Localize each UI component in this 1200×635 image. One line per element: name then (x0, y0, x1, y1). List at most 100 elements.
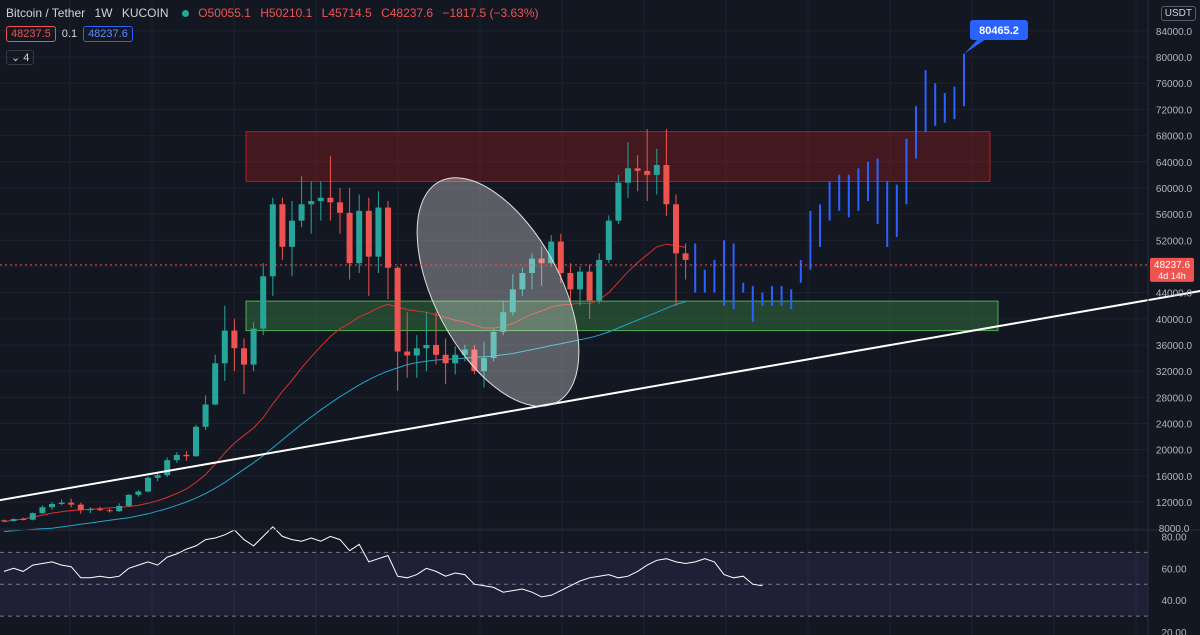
price-axis[interactable]: 84000.0 80000.0 76000.0 72000.0 68000.0 64000… (1147, 0, 1194, 635)
candle-body (327, 197, 334, 203)
price-tick-label: 52000.0 (1156, 236, 1193, 247)
rsi-line (3, 526, 763, 598)
candle-body (375, 207, 382, 257)
candle-body (557, 241, 564, 273)
market-status-icon (181, 9, 189, 17)
candle-body (29, 513, 36, 520)
bid-ask-row: 48237.5 0.1 48237.6 (6, 26, 133, 42)
annotations: 80465.2 (0, 20, 1200, 502)
ema-fast-line (3, 243, 686, 523)
candle-body (221, 330, 228, 364)
rsi-tick-label: 20.00 (1161, 628, 1186, 635)
price-tick-label: 40000.0 (1156, 315, 1193, 326)
candle-body (461, 349, 468, 355)
rsi-tick-label: 80.00 (1161, 532, 1186, 543)
price-tick-label: 28000.0 (1156, 393, 1193, 404)
candle-body (605, 220, 612, 260)
sell-price-button[interactable]: 48237.5 (6, 26, 56, 42)
symbol-legend[interactable]: Bitcoin / Tether 1W KUCOIN O50055.1 H502… (6, 6, 545, 20)
candle-body (68, 502, 75, 505)
support-zone (245, 300, 999, 332)
candle-body (145, 477, 151, 492)
candle-body (58, 502, 65, 504)
target-pointer (964, 39, 986, 55)
price-tick-label: 76000.0 (1156, 79, 1193, 90)
price-tick-label: 72000.0 (1156, 105, 1193, 116)
spread-value: 0.1 (61, 28, 78, 40)
candle-body (154, 475, 161, 478)
projection-bars (694, 53, 965, 323)
candle-body (481, 358, 487, 372)
trendline (0, 290, 1200, 502)
candle-body (135, 491, 142, 495)
candle-body (87, 509, 94, 511)
indicator-count: 4 (23, 52, 30, 64)
ema-slow-line (3, 301, 686, 532)
symbol-name: Bitcoin / Tether (6, 6, 86, 20)
candle-body (365, 210, 372, 257)
last-price-label: 48237.6 (1154, 260, 1191, 271)
price-tick-label: 36000.0 (1156, 341, 1193, 352)
candle-body (490, 331, 497, 359)
price-tick-label: 60000.0 (1156, 184, 1193, 195)
candle-body (404, 351, 411, 356)
candle-body (596, 259, 603, 301)
price-tick-label: 64000.0 (1156, 158, 1193, 169)
candle-body (519, 273, 526, 290)
exchange-label: KUCOIN (121, 6, 169, 20)
candle-body (423, 344, 430, 349)
candle-body (106, 510, 113, 512)
candle-body (97, 509, 103, 511)
change-value: −1817.5 (−3.63%) (442, 6, 539, 20)
candle-body (500, 312, 507, 332)
price-tick-label: 84000.0 (1156, 27, 1193, 38)
candle-body (317, 197, 324, 202)
resistance-zone (245, 131, 991, 182)
candle-body (241, 348, 247, 365)
candle-body (231, 330, 238, 349)
candle-body (509, 289, 516, 313)
candle-body (625, 168, 631, 183)
candle-body (260, 276, 267, 329)
candle-body (125, 494, 132, 506)
price-tick-label: 68000.0 (1156, 132, 1193, 143)
buy-price-button[interactable]: 48237.6 (83, 26, 133, 42)
highlight-ellipse (416, 177, 580, 407)
candle-body (394, 267, 401, 352)
price-tick-label: 44000.0 (1156, 289, 1193, 300)
low-value: L45714.5 (321, 6, 372, 20)
bar-countdown-label: 4d 14h (1158, 271, 1186, 281)
candle-body (298, 204, 305, 221)
price-tick-label: 16000.0 (1156, 472, 1193, 483)
candle-body (586, 271, 593, 301)
candle-body (346, 212, 353, 264)
price-tick-label: 24000.0 (1156, 419, 1193, 430)
candle-body (673, 204, 679, 254)
price-tick-label: 32000.0 (1156, 367, 1193, 378)
indicators-toggle[interactable]: ⌄ 4 (6, 50, 35, 65)
candles-layer[interactable] (1, 129, 689, 523)
candle-body (433, 344, 439, 355)
interval-label: 1W (94, 6, 113, 20)
candle-body (337, 202, 343, 213)
candle-body (212, 363, 219, 405)
rsi-tick-label: 40.00 (1161, 596, 1186, 607)
high-value: H50210.1 (260, 6, 313, 20)
candle-body (164, 460, 171, 476)
candle-body (77, 504, 84, 510)
target-price-label: 80465.2 (979, 25, 1019, 37)
candle-body (250, 328, 257, 365)
candle-body (548, 241, 555, 264)
currency-button[interactable]: USDT (1160, 6, 1196, 21)
candle-body (663, 165, 670, 205)
last-price-badge (1150, 257, 1194, 282)
candle-body (20, 519, 27, 521)
candle-body (173, 454, 180, 461)
price-zones (245, 131, 999, 332)
candle-body (413, 348, 420, 356)
price-tick-label: 56000.0 (1156, 210, 1193, 221)
open-value: O50055.1 (198, 6, 251, 20)
candle-body (116, 505, 123, 512)
rsi-pane[interactable]: 80.00 60.00 40.00 20.00 (0, 526, 1200, 635)
